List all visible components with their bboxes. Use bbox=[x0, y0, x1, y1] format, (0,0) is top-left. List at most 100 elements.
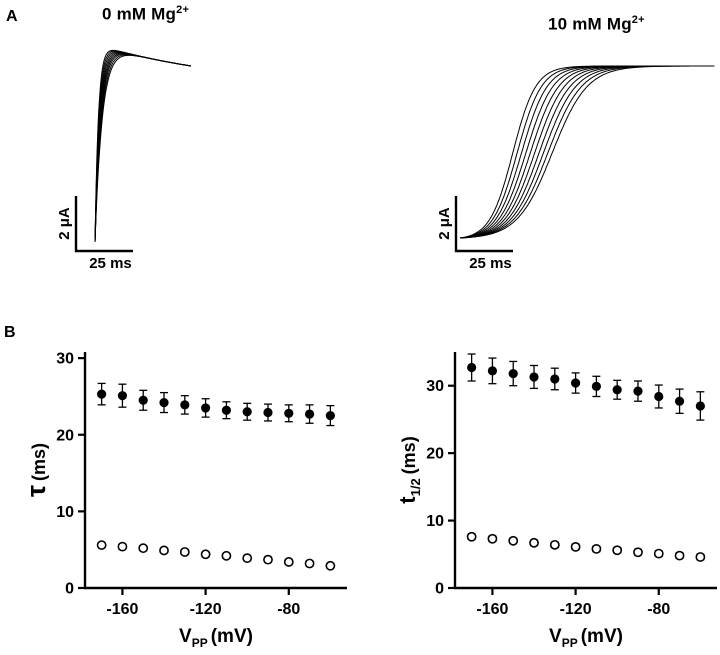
filled-circle-point bbox=[612, 385, 622, 395]
open-circle-point bbox=[179, 547, 190, 557]
scale-bar-horizontal-label: 25 ms bbox=[469, 255, 512, 272]
y-tick-label: 20 bbox=[56, 427, 74, 444]
open-circle-point bbox=[570, 541, 581, 552]
title-10mg-text: 10 mM Mg bbox=[548, 14, 632, 34]
open-circle-point bbox=[653, 548, 664, 559]
filled-circle-point bbox=[529, 372, 539, 382]
x-tick-label: -120 bbox=[560, 601, 592, 618]
y-tick-label: 30 bbox=[56, 351, 74, 368]
y-axis-label: τ (ms) bbox=[21, 443, 51, 497]
tspan: PP bbox=[562, 636, 578, 650]
current-trace bbox=[94, 52, 191, 243]
x-tick-label: -80 bbox=[647, 601, 670, 618]
open-circle-point bbox=[263, 554, 273, 565]
tspan: PP bbox=[192, 636, 208, 650]
current-trace bbox=[459, 65, 715, 239]
open-circle-point bbox=[242, 553, 253, 564]
open-circle-point bbox=[159, 545, 169, 556]
tspan: (ms) bbox=[399, 436, 419, 474]
y-tick-label: 0 bbox=[435, 581, 444, 598]
x-tick-label: -160 bbox=[476, 601, 508, 618]
open-circle-point bbox=[221, 550, 232, 561]
current-trace bbox=[459, 65, 715, 239]
filled-circle-point bbox=[138, 395, 148, 405]
open-circle-point bbox=[591, 543, 602, 554]
current-trace bbox=[459, 65, 715, 239]
current-trace bbox=[94, 53, 191, 243]
open-circle-point bbox=[304, 558, 315, 569]
x-tick-label: -160 bbox=[106, 601, 138, 618]
current-trace bbox=[94, 52, 191, 243]
thalf-vs-vpp-plot: 0 10 20 30 -160 -120 -80 VPP (mV) t1/2 (ms) bbox=[395, 352, 717, 650]
open-circle-point bbox=[487, 533, 498, 544]
filled-circle-point bbox=[201, 403, 211, 413]
filled-circle-point bbox=[242, 407, 252, 417]
y-axis-label: t1/2 (ms) bbox=[395, 436, 423, 503]
open-circle-point bbox=[674, 550, 685, 561]
title-0mg-superscript: 2+ bbox=[176, 4, 190, 16]
filled-circle-point bbox=[508, 368, 518, 379]
y-tick-label: 20 bbox=[426, 446, 444, 463]
scale-bar-vertical-label: 2 μA bbox=[436, 207, 453, 240]
panel-b-label: B bbox=[4, 324, 16, 341]
current-trace bbox=[459, 65, 715, 239]
open-circle-point bbox=[633, 547, 643, 558]
current-trace bbox=[459, 65, 715, 239]
axes bbox=[83, 352, 347, 590]
current-trace bbox=[459, 65, 715, 239]
title-0mg: 0 mM Mg2+ bbox=[102, 4, 189, 25]
open-circle-point bbox=[466, 531, 477, 542]
y-tick-label: 0 bbox=[65, 581, 74, 598]
tspan: V bbox=[549, 626, 562, 647]
title-10mg: 10 mM Mg2+ bbox=[548, 14, 645, 35]
scale-bar-horizontal-label: 25 ms bbox=[89, 255, 132, 272]
filled-circle-point bbox=[467, 362, 477, 373]
filled-circle-point bbox=[654, 391, 664, 402]
current-trace bbox=[459, 65, 715, 239]
current-traces-0mg: 2 μA 25 ms bbox=[56, 49, 191, 272]
filled-circle-point bbox=[97, 389, 107, 399]
filled-circle-point bbox=[284, 408, 294, 418]
y-tick-label: 10 bbox=[426, 513, 444, 530]
filled-circle-point bbox=[325, 410, 335, 421]
tspan: (ms) bbox=[29, 443, 49, 481]
tspan: 1/2 bbox=[408, 478, 423, 496]
tspan: V bbox=[179, 626, 192, 647]
x-tick-label: -120 bbox=[190, 601, 222, 618]
filled-circle-point bbox=[117, 391, 128, 401]
title-0mg-text: 0 mM Mg bbox=[102, 4, 177, 24]
filled-circle-point bbox=[674, 396, 685, 406]
open-circle-point bbox=[529, 537, 539, 548]
filled-circle-point bbox=[180, 400, 190, 410]
filled-circle-point bbox=[695, 401, 705, 411]
current-trace bbox=[94, 50, 191, 243]
current-trace bbox=[94, 54, 191, 243]
scale-bar bbox=[74, 196, 133, 253]
tau-vs-vpp-plot: 0 10 20 30 -160 -120 -80 VPP (mV) τ (ms) bbox=[21, 351, 347, 650]
tspan: τ bbox=[21, 485, 51, 497]
panel-a-label: A bbox=[6, 8, 18, 25]
filled-circle-point bbox=[263, 407, 273, 418]
current-trace bbox=[459, 65, 715, 239]
current-trace bbox=[459, 65, 715, 239]
title-10mg-superscript: 2+ bbox=[631, 14, 645, 26]
y-tick-label: 10 bbox=[56, 504, 74, 521]
filled-circle-point bbox=[487, 366, 498, 376]
open-circle-point bbox=[695, 552, 706, 562]
current-trace bbox=[94, 49, 191, 243]
tspan: (mV) bbox=[211, 626, 253, 647]
current-trace bbox=[94, 54, 191, 243]
current-trace bbox=[94, 51, 191, 243]
open-circle-point bbox=[138, 543, 149, 554]
current-trace bbox=[459, 65, 715, 239]
filled-circle-point bbox=[304, 409, 315, 419]
tspan: t bbox=[395, 496, 420, 504]
current-trace bbox=[94, 51, 191, 243]
filled-circle-point bbox=[159, 397, 169, 408]
filled-circle-point bbox=[550, 374, 560, 384]
open-circle-point bbox=[549, 539, 560, 550]
filled-circle-point bbox=[591, 381, 601, 391]
open-circle-point bbox=[200, 549, 211, 560]
open-circle-point bbox=[283, 557, 294, 567]
